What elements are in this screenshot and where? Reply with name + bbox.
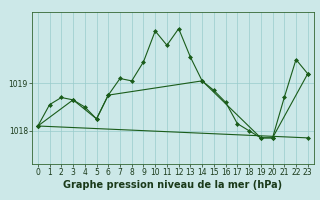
X-axis label: Graphe pression niveau de la mer (hPa): Graphe pression niveau de la mer (hPa) — [63, 180, 282, 190]
